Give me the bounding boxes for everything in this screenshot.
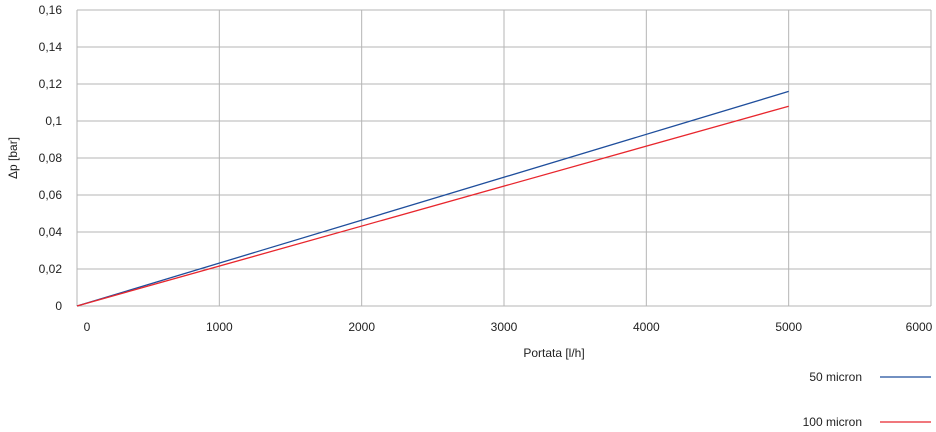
y-tick-label: 0,08 (39, 151, 63, 165)
legend-label: 50 micron (809, 370, 862, 384)
x-tick-label: 5000 (775, 320, 802, 334)
y-tick-label: 0,1 (45, 114, 62, 128)
x-tick-label: 1000 (206, 320, 233, 334)
y-tick-label: 0,16 (39, 3, 63, 17)
y-axis-title: Δp [bar] (6, 137, 20, 179)
y-tick-label: 0,12 (39, 77, 63, 91)
y-tick-label: 0,06 (39, 188, 63, 202)
x-axis-title: Portata [l/h] (523, 346, 584, 360)
y-tick-label: 0,02 (39, 262, 63, 276)
series-line-100-micron (76, 105, 789, 307)
series-lines (76, 90, 789, 307)
y-tick-label: 0,04 (39, 225, 63, 239)
legend: 50 micron 100 micron (803, 370, 931, 429)
x-tick-label: 6000 (906, 320, 933, 334)
x-tick-label: 3000 (491, 320, 518, 334)
x-tick-label: 2000 (348, 320, 375, 334)
series-line-50-micron (76, 90, 789, 307)
y-tick-label: 0 (55, 299, 62, 313)
grid (76, 9, 932, 307)
x-tick-label: 0 (84, 320, 91, 334)
legend-label: 100 micron (803, 415, 862, 429)
tick-labels: 0 0,02 0,04 0,06 0,08 0,1 0,12 0,14 0,16 0 1000 200… (39, 3, 933, 334)
x-tick-label: 4000 (633, 320, 660, 334)
y-tick-label: 0,14 (39, 40, 63, 54)
